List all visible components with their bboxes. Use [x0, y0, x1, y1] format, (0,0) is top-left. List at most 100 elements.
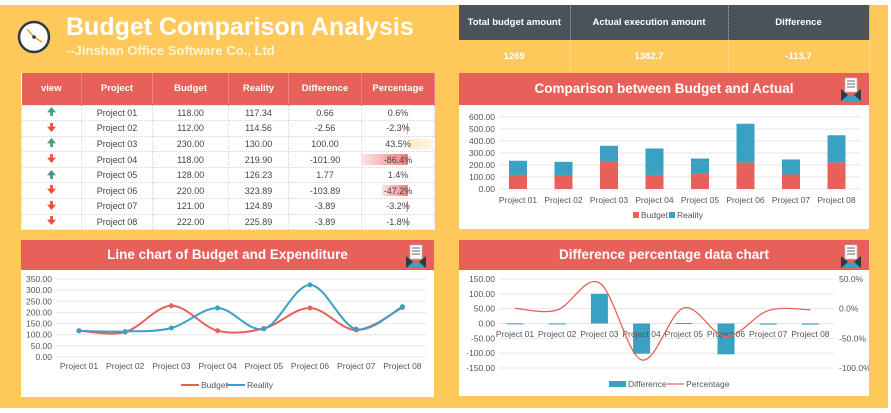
budget-cell: 112.00 — [152, 120, 229, 137]
arrow-down-icon — [47, 185, 56, 195]
bar-difference — [717, 323, 735, 355]
trend-cell — [21, 135, 82, 153]
difference-cell: -3.89 — [288, 213, 362, 231]
point-reality — [76, 328, 82, 334]
table-row[interactable]: Project 07 121.00 124.89 -3.89 -3.2% — [21, 198, 435, 215]
budget-table: view Project Budget Reality Difference P… — [21, 73, 435, 231]
point-reality — [307, 282, 313, 288]
col-header-view[interactable]: view — [21, 73, 82, 105]
trend-cell — [21, 104, 82, 122]
y-tick-label: 50.00 — [474, 304, 496, 314]
x-tick-label: Project 01 — [60, 361, 99, 371]
percentage-cell: -3.2% — [361, 198, 435, 215]
bar-difference — [633, 323, 651, 354]
bar-difference — [675, 322, 693, 324]
y-tick-label: 300.00 — [26, 285, 52, 295]
x-tick-label: Project 06 — [726, 195, 765, 205]
y2-tick-label: 0.0% — [839, 304, 859, 314]
reality-cell: 126.23 — [228, 166, 289, 184]
x-tick-label: Project 08 — [383, 361, 422, 371]
difference-chart-title: Difference percentage data chart — [558, 247, 770, 262]
reality-cell: 130.00 — [228, 135, 289, 153]
table-row[interactable]: Project 08 222.00 225.89 -3.89 -1.8% — [21, 213, 435, 231]
point-budget — [168, 303, 174, 309]
legend-difference-label: Difference — [628, 379, 667, 389]
table-row[interactable]: Project 02 112.00 114.56 -2.56 -2.3% — [21, 120, 435, 137]
point-reality — [353, 326, 359, 332]
summary-table: Total budget amount Actual execution amou… — [459, 5, 870, 73]
x-tick-label: Project 08 — [817, 195, 856, 205]
bar-reality — [554, 161, 573, 176]
col-header-percentage[interactable]: Percentage — [361, 73, 435, 105]
y2-tick-label: -100.0% — [839, 363, 869, 373]
arrow-up-icon — [47, 169, 56, 179]
x-tick-label: Project 03 — [590, 195, 629, 205]
y-tick-label: 400.00 — [469, 136, 495, 146]
document-icon[interactable] — [841, 77, 861, 101]
y-tick-label: 100.00 — [26, 330, 52, 340]
difference-cell: -3.89 — [288, 198, 362, 215]
bar-reality — [827, 135, 846, 163]
reality-cell: 117.34 — [228, 104, 289, 122]
budget-cell: 230.00 — [152, 135, 229, 153]
y-tick-label: 500.00 — [469, 124, 495, 134]
bar-budget — [600, 161, 618, 189]
col-header-project[interactable]: Project — [81, 73, 153, 105]
x-tick-label: Project 02 — [106, 361, 145, 371]
y-tick-label: 0.00 — [35, 352, 52, 362]
project-cell: Project 08 — [81, 213, 153, 231]
x-tick-label: Project 06 — [707, 329, 746, 339]
y2-tick-label: 50.0% — [839, 274, 864, 284]
arrow-down-icon — [47, 122, 56, 132]
page-title: Budget Comparison Analysis — [66, 13, 414, 41]
bar-chart-header: Comparison between Budget and Actual — [459, 73, 869, 105]
table-row[interactable]: Project 06 220.00 323.89 -103.89 -47.2% — [21, 182, 435, 200]
col-header-difference[interactable]: Difference — [288, 73, 362, 105]
table-row[interactable]: Project 01 118.00 117.34 0.66 0.6% — [21, 104, 435, 122]
bar-budget — [554, 175, 573, 189]
arrow-up-icon — [47, 107, 56, 117]
line-chart-panel: Line chart of Budget and Expenditure 0.0… — [21, 240, 434, 397]
col-header-reality[interactable]: Reality — [228, 73, 289, 105]
x-tick-label: Project 05 — [245, 361, 284, 371]
y-tick-label: 50.00 — [31, 341, 53, 351]
actual-execution-value: 1382.7 — [570, 40, 729, 73]
bar-reality — [509, 160, 527, 175]
y-tick-label: 100.00 — [469, 172, 495, 182]
document-icon[interactable] — [406, 244, 426, 268]
y-tick-label: 300.00 — [469, 148, 495, 158]
y-tick-label: 0.00 — [478, 319, 495, 329]
reality-cell: 219.90 — [228, 151, 289, 168]
clock-icon — [17, 20, 51, 54]
trend-cell — [21, 120, 82, 137]
arrow-down-icon — [47, 200, 56, 210]
percentage-cell: 43.5% — [361, 135, 435, 153]
page-subtitle: --Jinshan Office Software Co., Ltd — [66, 43, 275, 58]
table-row[interactable]: Project 04 118.00 219.90 -101.90 -86.4% — [21, 151, 435, 168]
bar-reality — [645, 148, 664, 175]
percentage-data-bar — [406, 201, 408, 212]
legend-budget-label: Budget — [201, 380, 229, 390]
trend-cell — [21, 151, 82, 168]
budget-cell: 121.00 — [152, 198, 229, 215]
bar-difference — [590, 293, 608, 324]
x-tick-label: Project 07 — [749, 329, 788, 339]
percentage-data-bar — [382, 185, 408, 197]
y-tick-label: -100.00 — [466, 348, 495, 358]
trend-cell — [21, 166, 82, 184]
percentage-cell: -47.2% — [361, 182, 435, 200]
bar-budget — [691, 173, 709, 189]
table-row[interactable]: Project 03 230.00 130.00 100.00 43.5% — [21, 135, 435, 153]
difference-cell: -2.56 — [288, 120, 362, 137]
y-tick-label: 150.00 — [469, 274, 495, 284]
point-budget — [215, 328, 221, 334]
difference-value: -113.7 — [728, 40, 870, 73]
difference-chart-panel: Difference percentage data chart -150.00… — [459, 240, 871, 396]
col-header-budget[interactable]: Budget — [152, 73, 229, 105]
point-reality — [261, 326, 267, 332]
document-icon[interactable] — [841, 244, 861, 268]
point-reality — [215, 305, 221, 311]
table-row[interactable]: Project 05 128.00 126.23 1.77 1.4% — [21, 166, 435, 184]
difference-cell: -101.90 — [288, 151, 362, 168]
